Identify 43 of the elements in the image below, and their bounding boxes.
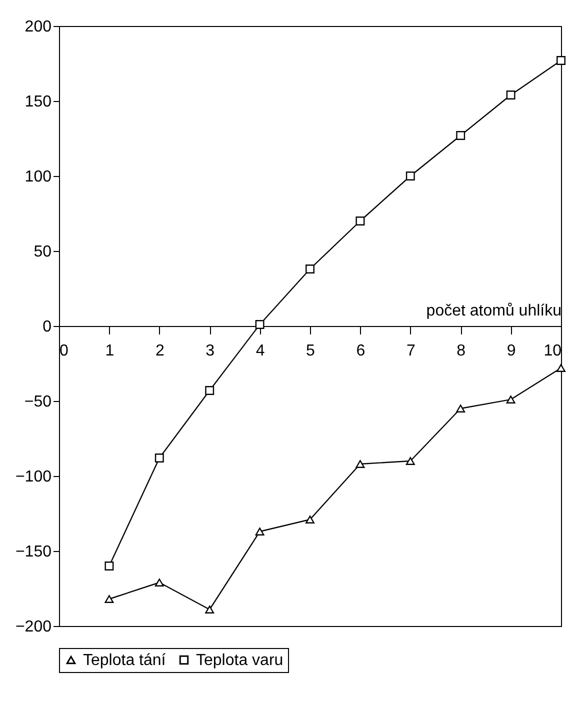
point bbox=[104, 595, 114, 603]
point bbox=[154, 454, 164, 462]
point bbox=[306, 264, 314, 274]
y-tick-label: −200 bbox=[15, 618, 52, 636]
y-tick-label: 200 bbox=[24, 18, 52, 36]
x-tick-label: 5 bbox=[306, 342, 316, 360]
point bbox=[154, 578, 164, 586]
x-tick-label: 4 bbox=[256, 342, 265, 360]
x-tick-label: 10 bbox=[544, 342, 562, 360]
x-tick-label: 1 bbox=[105, 342, 114, 360]
x-tick-label: 9 bbox=[506, 342, 516, 360]
point bbox=[506, 396, 516, 404]
x-tick-label: 6 bbox=[356, 342, 366, 360]
y-tick-label: −150 bbox=[15, 544, 52, 560]
point bbox=[406, 172, 415, 180]
point bbox=[456, 131, 466, 140]
y-tick-label: 0 bbox=[42, 318, 52, 336]
x-axis-title: počet atomů uhlíku bbox=[426, 302, 562, 320]
point bbox=[104, 562, 114, 570]
point bbox=[506, 90, 516, 100]
x-tick-label: 2 bbox=[155, 342, 164, 360]
y-tick-label: −100 bbox=[15, 468, 52, 486]
y-tick-label: 150 bbox=[24, 94, 52, 110]
point bbox=[556, 364, 566, 372]
x-tick-label: 7 bbox=[406, 342, 416, 360]
legend-label: Teplota varu bbox=[196, 652, 284, 669]
point bbox=[255, 320, 264, 329]
y-tick-label: 100 bbox=[24, 168, 52, 186]
y-tick-label: 50 bbox=[34, 244, 52, 260]
point bbox=[255, 528, 264, 536]
x-tick-label: 8 bbox=[456, 342, 466, 360]
y-tick-label: −50 bbox=[24, 394, 52, 410]
point bbox=[356, 216, 365, 226]
point bbox=[205, 606, 214, 614]
x-tick-label: 0 bbox=[60, 342, 68, 360]
point bbox=[456, 404, 466, 412]
legend-label: Teplota tání bbox=[83, 652, 166, 669]
x-tick-label: 3 bbox=[206, 342, 215, 360]
point bbox=[306, 516, 314, 524]
point bbox=[356, 460, 365, 468]
point bbox=[556, 56, 566, 65]
point bbox=[205, 386, 214, 395]
point bbox=[406, 457, 415, 465]
